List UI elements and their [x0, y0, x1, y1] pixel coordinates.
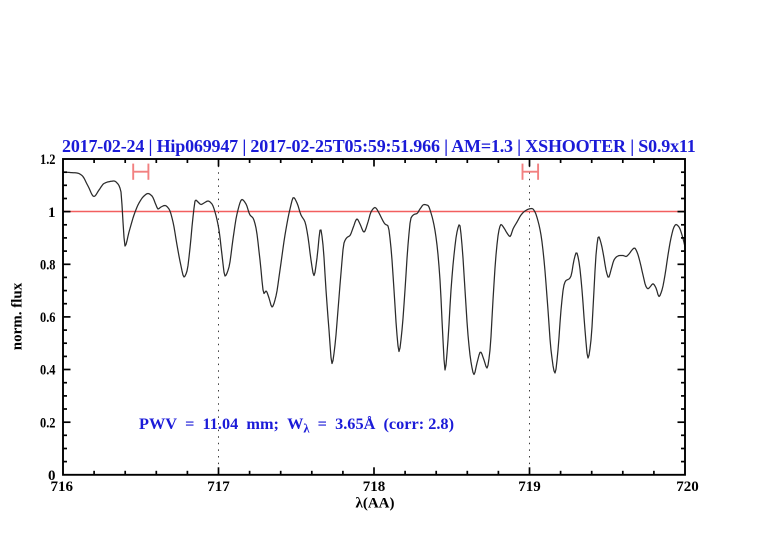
svg-text:PWV = 11.04 mm; Wλ = 3.6: PWV = 11.04 mm; Wλ = 3.65Å (corr: 2.8) [139, 414, 454, 436]
svg-text:2017-02-24 | Hip069947 | 2017-: 2017-02-24 | Hip069947 | 2017-02-25T05:5… [62, 136, 696, 156]
svg-text:716: 716 [50, 479, 73, 495]
svg-text:norm. flux: norm. flux [10, 282, 26, 350]
svg-text:718: 718 [363, 479, 386, 495]
svg-text:λ(AA): λ(AA) [355, 496, 394, 512]
svg-text:1.2: 1.2 [40, 152, 56, 168]
svg-text:1: 1 [48, 205, 56, 221]
svg-text:0.2: 0.2 [40, 415, 56, 431]
svg-text:719: 719 [518, 479, 541, 495]
svg-text:0: 0 [48, 468, 56, 484]
svg-text:720: 720 [676, 479, 699, 495]
svg-text:717: 717 [207, 479, 230, 495]
svg-text:0.6: 0.6 [40, 310, 56, 326]
svg-text:0.4: 0.4 [40, 363, 56, 379]
svg-text:0.8: 0.8 [40, 258, 56, 274]
